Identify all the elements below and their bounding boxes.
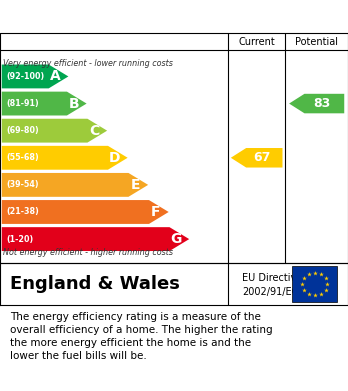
Text: A: A — [50, 70, 61, 83]
Text: The energy efficiency rating is a measure of the
overall efficiency of a home. T: The energy efficiency rating is a measur… — [10, 312, 273, 362]
Polygon shape — [2, 227, 189, 251]
Text: England & Wales: England & Wales — [10, 275, 180, 293]
Polygon shape — [2, 146, 128, 170]
Bar — [292, 266, 338, 301]
Text: Energy Efficiency Rating: Energy Efficiency Rating — [7, 9, 217, 24]
Polygon shape — [231, 148, 283, 167]
Text: (81-91): (81-91) — [6, 99, 39, 108]
Text: EU Directive: EU Directive — [242, 273, 302, 283]
Text: Very energy efficient - lower running costs: Very energy efficient - lower running co… — [3, 59, 173, 68]
Polygon shape — [2, 173, 148, 197]
Text: B: B — [69, 97, 79, 111]
Polygon shape — [2, 91, 87, 115]
Text: (92-100): (92-100) — [6, 72, 44, 81]
Text: 2002/91/EC: 2002/91/EC — [242, 287, 298, 298]
Text: (1-20): (1-20) — [6, 235, 33, 244]
Text: G: G — [171, 232, 182, 246]
Polygon shape — [2, 65, 68, 88]
Text: 67: 67 — [253, 151, 270, 164]
Text: (55-68): (55-68) — [6, 153, 39, 162]
Text: (69-80): (69-80) — [6, 126, 39, 135]
Text: F: F — [151, 205, 161, 219]
Polygon shape — [289, 94, 344, 113]
Text: Not energy efficient - higher running costs: Not energy efficient - higher running co… — [3, 248, 174, 257]
Polygon shape — [2, 200, 169, 224]
Text: Potential: Potential — [295, 37, 338, 47]
Text: C: C — [89, 124, 100, 138]
Text: E: E — [130, 178, 140, 192]
Polygon shape — [2, 119, 107, 143]
Text: (39-54): (39-54) — [6, 180, 39, 189]
Text: (21-38): (21-38) — [6, 208, 39, 217]
Text: D: D — [109, 151, 121, 165]
Text: Current: Current — [238, 37, 275, 47]
Text: 83: 83 — [314, 97, 331, 110]
